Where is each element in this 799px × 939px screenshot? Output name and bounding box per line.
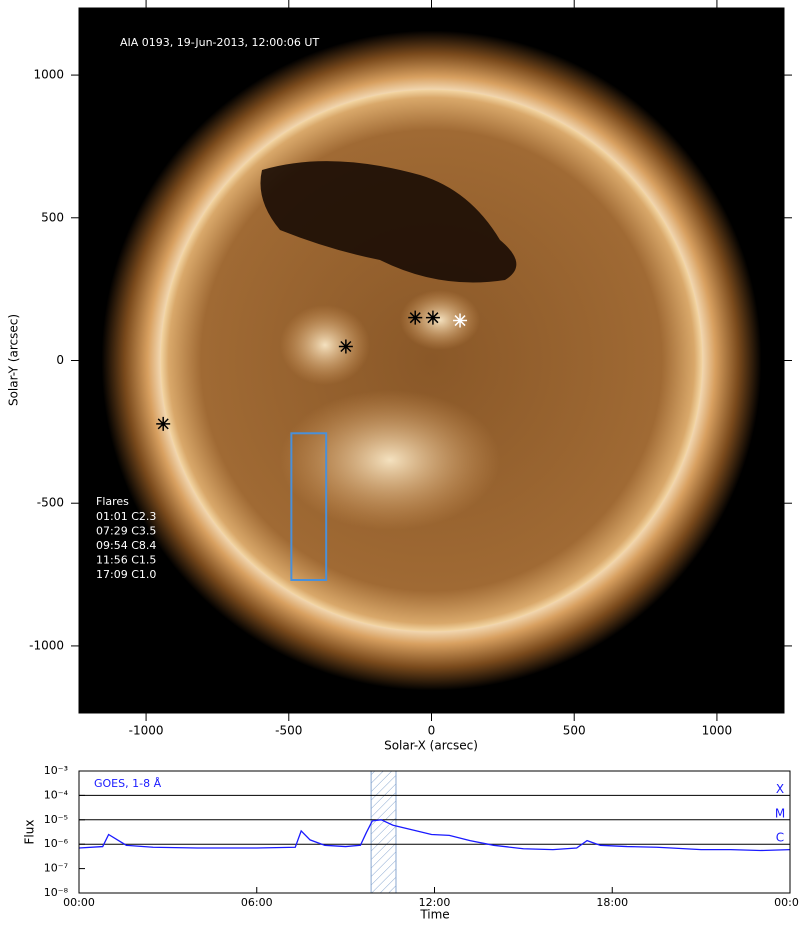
frame (78, 770, 791, 894)
active-region (280, 390, 500, 530)
region-box (290, 432, 328, 581)
x-tick-label: 06:00 (241, 896, 273, 909)
y-tick-label: 10⁻³ (44, 764, 68, 777)
x-axis-label: Time (419, 908, 449, 922)
y-tick-label: -500 (37, 496, 64, 510)
x-tick-label: 18:00 (596, 896, 628, 909)
class-label: M (775, 806, 785, 820)
y-tick-label: 10⁻⁶ (44, 837, 69, 850)
flare-entry: 07:29 C3.5 (96, 525, 156, 538)
y-axis-label: Solar-Y (arcsec) (7, 314, 21, 406)
flares-title: Flares (96, 495, 129, 508)
flare-marker (338, 339, 353, 354)
class-label: C (776, 831, 784, 845)
solar-disk (160, 89, 703, 632)
flare-entry: 11:56 C1.5 (96, 554, 156, 567)
flare-marker (425, 310, 440, 325)
y-tick-label: 10⁻⁵ (44, 813, 68, 826)
flare-marker (408, 310, 423, 325)
x-tick-label: 1000 (702, 724, 733, 738)
x-tick-label: 00:00 (774, 896, 799, 909)
x-axis-label: Solar-X (arcsec) (384, 739, 478, 753)
flare-marker (156, 416, 171, 431)
x-tick-label: 500 (563, 724, 586, 738)
title: AIA 0193, 19-Jun-2013, 12:00:06 UT (120, 36, 319, 49)
x-tick-label: -1000 (129, 724, 164, 738)
x-tick-label: 12:00 (419, 896, 451, 909)
sun-image (101, 30, 762, 691)
y-tick-label: 10⁻⁴ (44, 788, 69, 801)
highlight-window (370, 770, 397, 894)
x-tick-label: -500 (275, 724, 302, 738)
goes-panel: Time Flux XMC GOES, 1-8 Å 00:00 06:00 12:00 1… (23, 764, 799, 922)
active-region (280, 305, 370, 385)
series-label: GOES, 1-8 Å (94, 777, 162, 790)
y-tick-label: -1000 (29, 638, 64, 652)
flux-line (78, 819, 791, 852)
class-label: X (776, 782, 784, 796)
flare-entry: 17:09 C1.0 (96, 568, 156, 581)
x-tick-label: 0 (428, 724, 436, 738)
coronal-hole (260, 161, 517, 283)
y-tick-label: 10⁻⁷ (44, 862, 68, 875)
y-tick-label: 10⁻⁸ (44, 886, 69, 899)
x-tick-label: 00:00 (63, 896, 95, 909)
flare-entry: 01:01 C2.3 (96, 510, 156, 523)
image-panel: AIA 0193, 19-Jun-2013, 12:00:06 UT Flare… (7, 0, 792, 753)
y-axis-label: Flux (23, 820, 37, 845)
y-tick-label: 0 (56, 353, 64, 367)
flare-marker (453, 313, 468, 328)
flare-entry: 09:54 C8.4 (96, 539, 156, 552)
y-tick-label: 1000 (33, 68, 64, 82)
y-tick-label: 500 (41, 210, 64, 224)
active-region (400, 290, 480, 350)
